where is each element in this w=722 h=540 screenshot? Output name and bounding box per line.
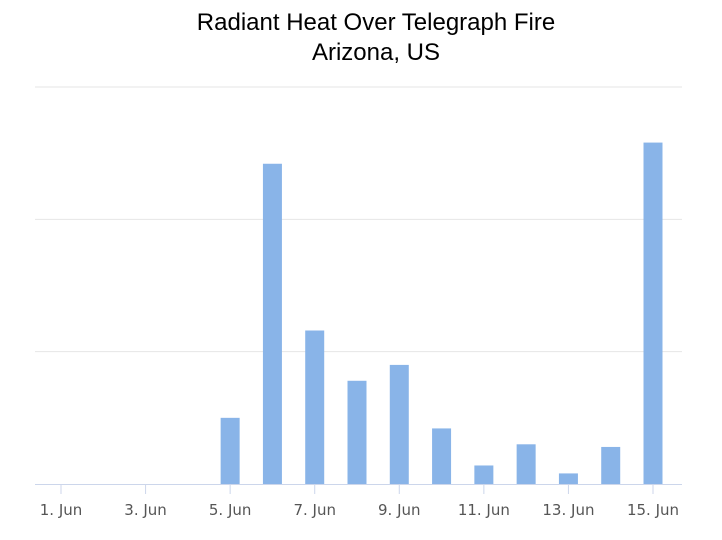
bar-5-jun[interactable] [220,417,240,484]
bar-8-jun[interactable] [347,380,367,484]
x-axis: 1. Jun 3. Jun 5. Jun 7. Jun 9. Jun 11. Jun 13.… [35,484,682,519]
chart-title: Radiant Heat Over Telegraph Fire Arizona… [0,8,722,68]
chart-subtitle: Arizona, US [311,39,441,66]
chart-title-line: Radiant Heat Over Telegraph Fire [196,9,556,36]
bar-14-jun[interactable] [601,446,621,484]
x-tick-label-4: 9. Jun [378,501,421,519]
bar-9-jun[interactable] [389,364,409,484]
bar-6-jun[interactable] [262,163,282,484]
x-tick-label-5: 11. Jun [458,501,510,519]
x-tick-label-6: 13. Jun [542,501,594,519]
x-tick-label-2: 5. Jun [209,501,252,519]
x-tick-label-1: 3. Jun [124,501,167,519]
bar-12-jun[interactable] [516,444,536,484]
bar-15-jun[interactable] [643,142,663,484]
x-tick-label-3: 7. Jun [293,501,336,519]
bar-10-jun[interactable] [432,428,452,484]
grid-lines [35,86,682,353]
bar-7-jun[interactable] [305,330,325,484]
bar-13-jun[interactable] [558,473,578,484]
x-tick-label-7: 15. Jun [627,501,679,519]
bar-11-jun[interactable] [474,465,494,484]
bars [220,142,663,484]
x-tick-label-0: 1. Jun [40,501,83,519]
